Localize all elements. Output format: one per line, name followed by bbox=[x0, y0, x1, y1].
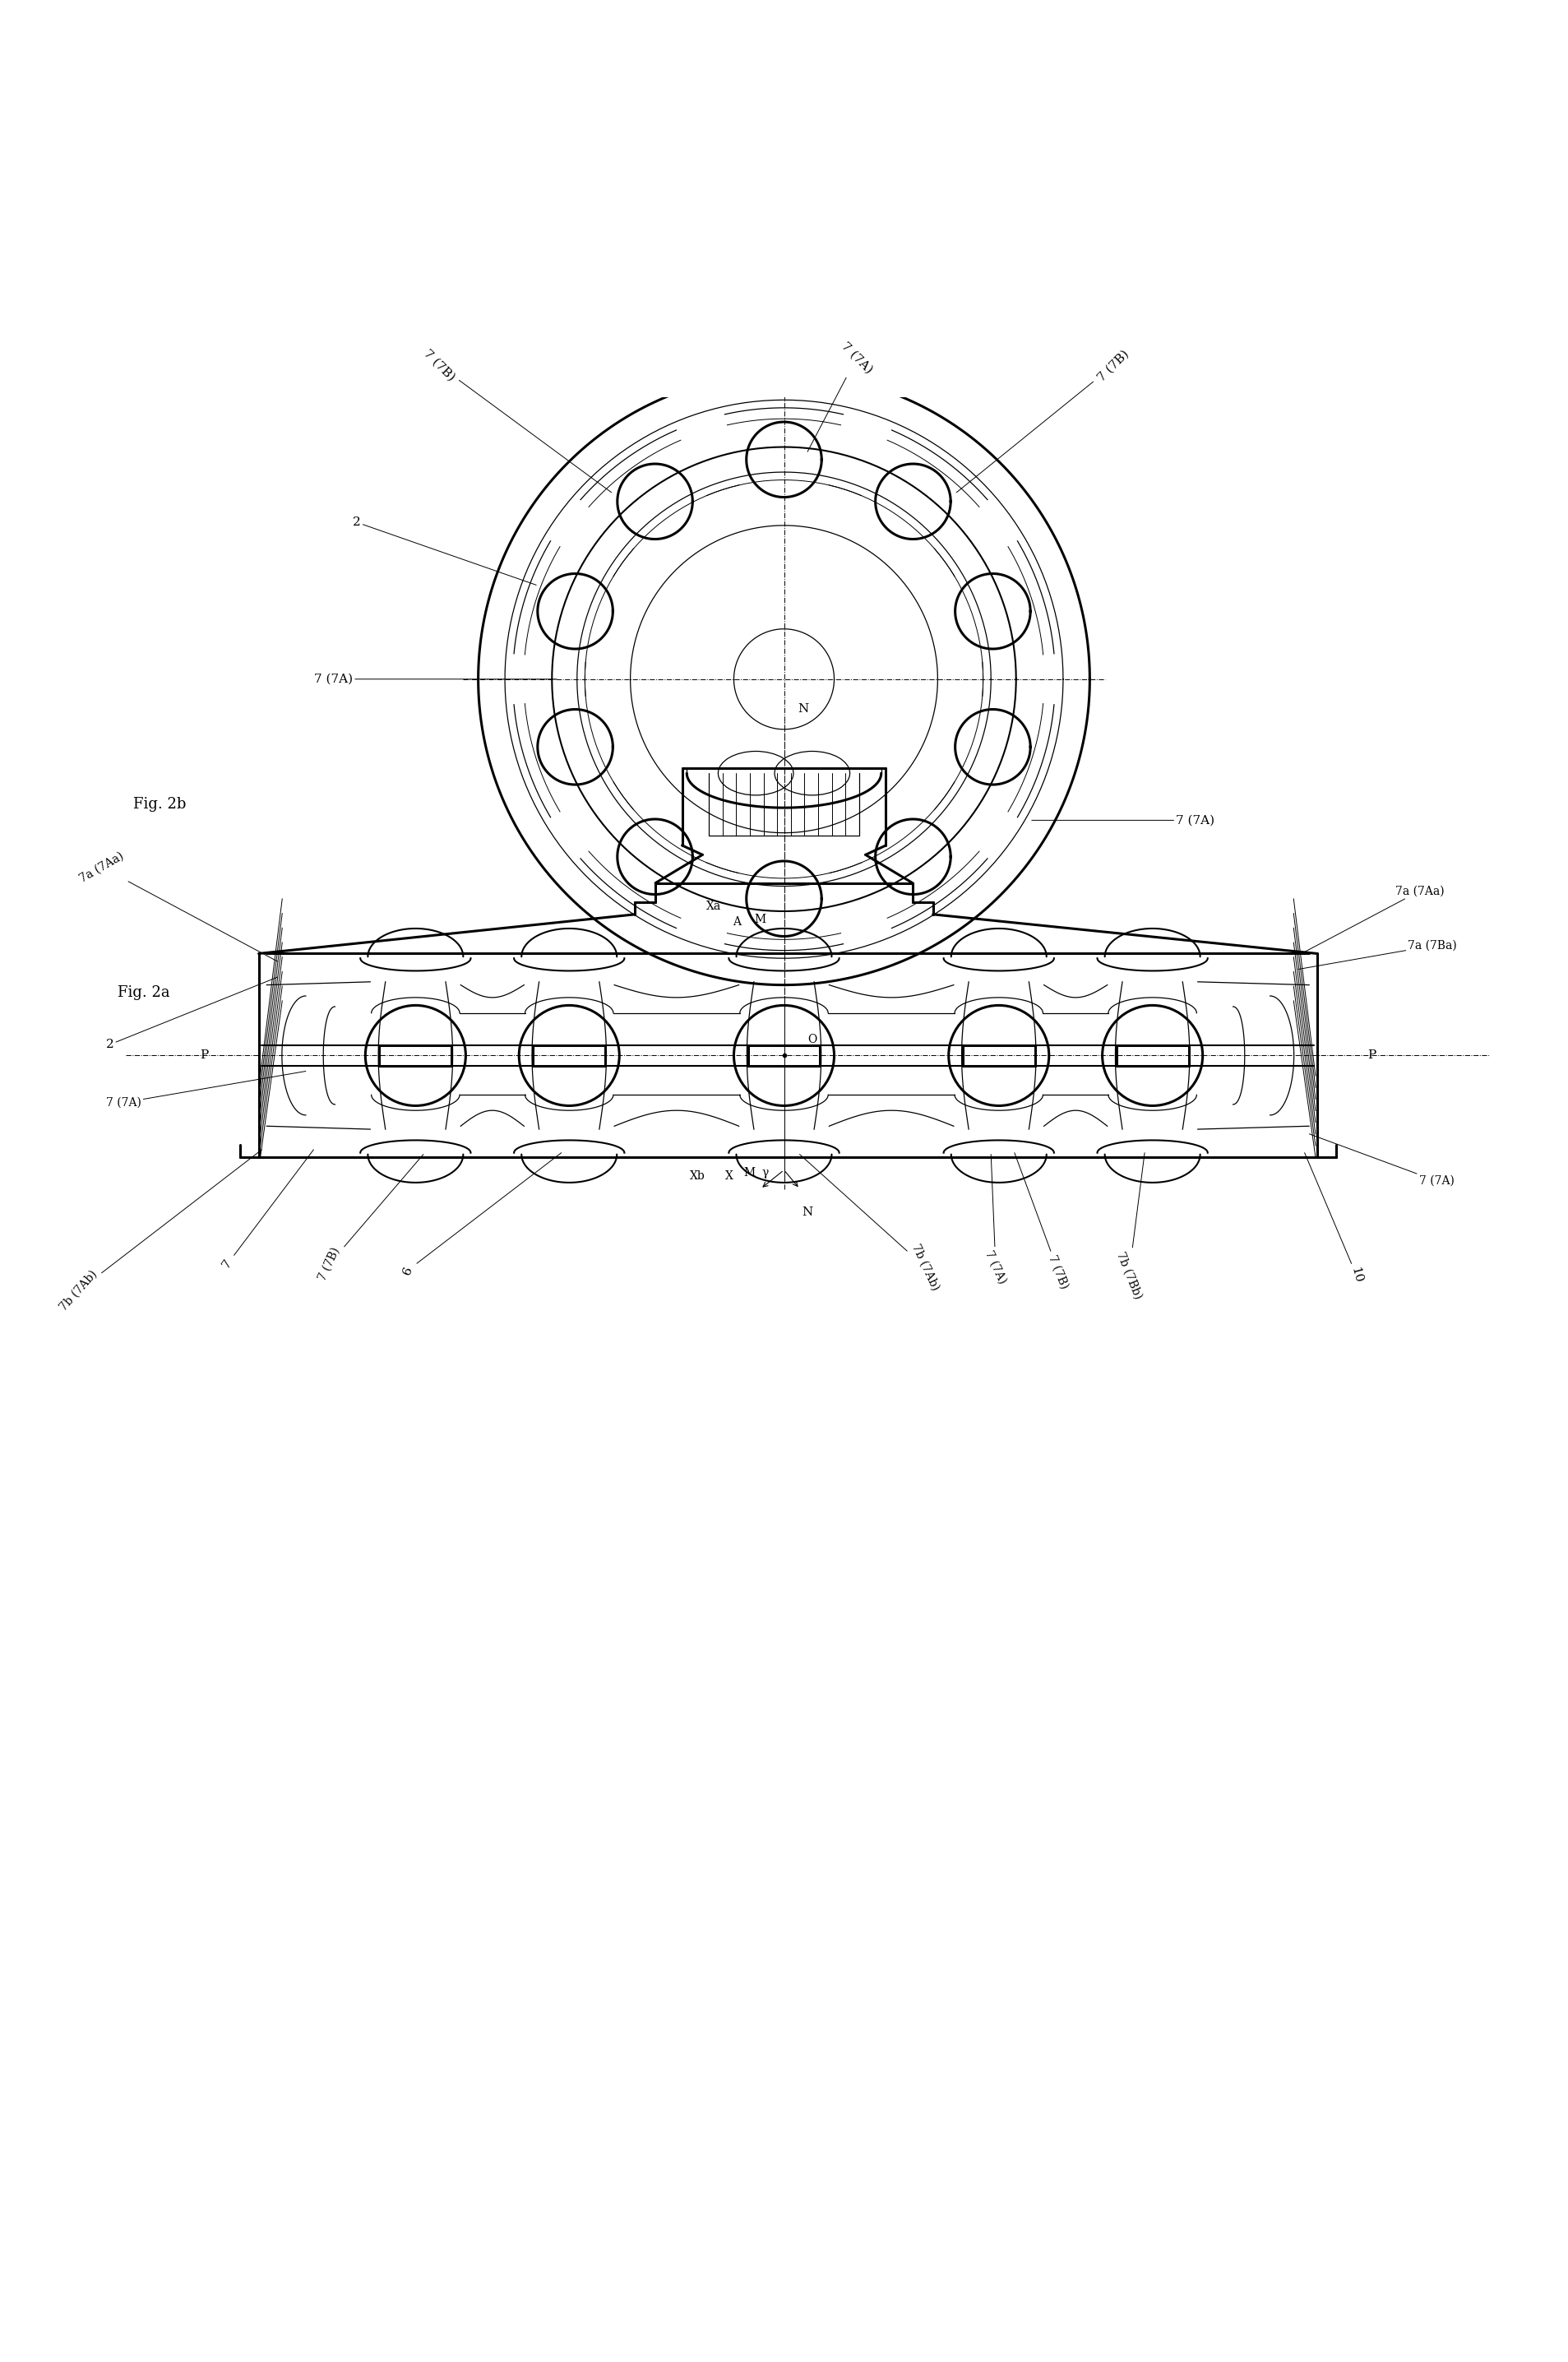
Text: Fig. 2a: Fig. 2a bbox=[118, 985, 169, 999]
Text: 10: 10 bbox=[1305, 1153, 1364, 1285]
Text: γ: γ bbox=[762, 1167, 768, 1179]
Text: Fig. 2b: Fig. 2b bbox=[133, 798, 187, 813]
Text: 6: 6 bbox=[401, 1153, 561, 1275]
Text: 7 (7A): 7 (7A) bbox=[314, 673, 557, 685]
Text: 7 (7B): 7 (7B) bbox=[956, 347, 1131, 494]
Text: 7: 7 bbox=[221, 1150, 314, 1271]
Text: O: O bbox=[808, 1035, 817, 1046]
Text: X: X bbox=[724, 1172, 734, 1181]
Text: M: M bbox=[743, 1167, 756, 1179]
Text: 2: 2 bbox=[105, 978, 278, 1051]
Text: N: N bbox=[803, 1207, 812, 1219]
Text: 7 (7A): 7 (7A) bbox=[107, 1072, 306, 1108]
Text: 7b (7Ab): 7b (7Ab) bbox=[58, 1150, 262, 1313]
Text: M: M bbox=[754, 914, 767, 926]
Text: 7 (7B): 7 (7B) bbox=[422, 347, 612, 494]
Text: 7 (7B): 7 (7B) bbox=[1014, 1153, 1071, 1290]
Text: 7 (7A): 7 (7A) bbox=[1032, 815, 1215, 827]
Text: 7a (7Aa): 7a (7Aa) bbox=[1301, 886, 1444, 954]
Text: Xa: Xa bbox=[706, 900, 721, 912]
Text: 7 (7A): 7 (7A) bbox=[1309, 1134, 1454, 1186]
Text: 7a (7Aa): 7a (7Aa) bbox=[78, 850, 278, 961]
Text: A: A bbox=[732, 916, 742, 928]
Text: 7b (7Ab): 7b (7Ab) bbox=[800, 1155, 941, 1292]
Text: 2: 2 bbox=[353, 517, 536, 586]
Text: 7a (7Ba): 7a (7Ba) bbox=[1298, 940, 1457, 968]
Text: P: P bbox=[199, 1049, 209, 1061]
Text: P: P bbox=[1367, 1049, 1377, 1061]
Text: 7b (7Bb): 7b (7Bb) bbox=[1115, 1153, 1145, 1301]
Text: 7 (7B): 7 (7B) bbox=[317, 1155, 423, 1283]
Text: 7 (7A): 7 (7A) bbox=[808, 340, 875, 451]
Text: 7 (7A): 7 (7A) bbox=[983, 1155, 1008, 1285]
Text: N: N bbox=[798, 704, 808, 716]
Text: Xb: Xb bbox=[690, 1172, 706, 1181]
